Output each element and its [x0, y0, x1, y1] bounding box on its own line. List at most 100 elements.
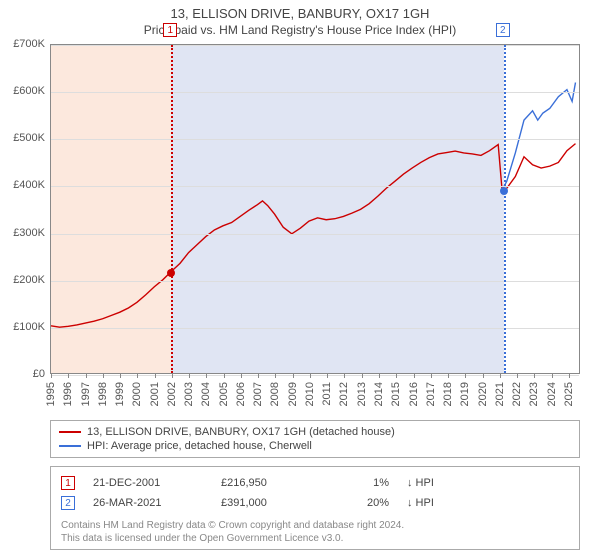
x-tick-label: 1997: [80, 382, 92, 406]
legend-label: 13, ELLISON DRIVE, BANBURY, OX17 1GH (de…: [87, 426, 395, 438]
x-tick-label: 2009: [287, 382, 299, 406]
x-tick: [189, 373, 190, 378]
x-tick: [172, 373, 173, 378]
x-tick: [517, 373, 518, 378]
y-tick-label: £400K: [13, 179, 45, 191]
x-tick-label: 2015: [390, 382, 402, 406]
x-tick-label: 1996: [62, 382, 74, 406]
marker-vline: [504, 45, 506, 373]
chart-lines: [51, 45, 579, 374]
x-tick: [569, 373, 570, 378]
legend-label: HPI: Average price, detached house, Cher…: [87, 440, 312, 452]
x-tick: [500, 373, 501, 378]
x-tick: [483, 373, 484, 378]
trade-price: £391,000: [221, 497, 311, 509]
x-tick: [344, 373, 345, 378]
x-tick: [258, 373, 259, 378]
legend-swatch: [59, 431, 81, 433]
trade-row: 1 21-DEC-2001 £216,950 1% ↓ HPI: [61, 473, 569, 493]
x-tick: [362, 373, 363, 378]
x-tick-label: 2022: [511, 382, 523, 406]
y-tick-label: £500K: [13, 132, 45, 144]
x-tick-label: 2014: [373, 382, 385, 406]
x-tick-label: 2001: [149, 382, 161, 406]
legend-box: 13, ELLISON DRIVE, BANBURY, OX17 1GH (de…: [50, 420, 580, 458]
x-tick-label: 2003: [183, 382, 195, 406]
trade-pct: 20%: [329, 497, 389, 509]
trade-marker: 1: [61, 476, 75, 490]
credit-text: Contains HM Land Registry data © Crown c…: [61, 519, 569, 545]
x-tick-label: 2018: [442, 382, 454, 406]
trade-date: 21-DEC-2001: [93, 477, 203, 489]
trade-vs: ↓ HPI: [407, 477, 457, 489]
x-tick-label: 1995: [45, 382, 57, 406]
x-tick: [120, 373, 121, 378]
x-tick: [155, 373, 156, 378]
x-tick-label: 2005: [218, 382, 230, 406]
trade-price: £216,950: [221, 477, 311, 489]
y-gridline: [51, 139, 579, 140]
y-tick-label: £100K: [13, 321, 45, 333]
x-tick: [275, 373, 276, 378]
x-tick: [206, 373, 207, 378]
x-tick-label: 2025: [563, 382, 575, 406]
x-tick-label: 2012: [338, 382, 350, 406]
x-tick-label: 2006: [235, 382, 247, 406]
x-tick: [137, 373, 138, 378]
legend-item: HPI: Average price, detached house, Cher…: [59, 439, 571, 453]
x-tick: [431, 373, 432, 378]
x-tick: [327, 373, 328, 378]
x-tick: [448, 373, 449, 378]
marker-dot: [500, 187, 508, 195]
marker-dot: [167, 269, 175, 277]
chart-plot-area: 12: [50, 44, 580, 374]
y-tick-label: £600K: [13, 85, 45, 97]
x-tick: [552, 373, 553, 378]
x-tick-label: 2021: [494, 382, 506, 406]
marker-vline: [171, 45, 173, 373]
trade-vs: ↓ HPI: [407, 497, 457, 509]
trade-marker: 2: [61, 496, 75, 510]
y-tick-label: £700K: [13, 38, 45, 50]
x-tick-label: 2008: [269, 382, 281, 406]
x-tick: [68, 373, 69, 378]
x-tick-label: 2020: [477, 382, 489, 406]
x-tick-label: 2002: [166, 382, 178, 406]
x-tick: [103, 373, 104, 378]
x-tick: [310, 373, 311, 378]
x-tick: [51, 373, 52, 378]
series-line-hpi: [502, 83, 575, 191]
x-tick: [86, 373, 87, 378]
x-tick: [534, 373, 535, 378]
x-tick-label: 2010: [304, 382, 316, 406]
y-gridline: [51, 92, 579, 93]
y-gridline: [51, 45, 579, 46]
x-tick: [396, 373, 397, 378]
x-tick: [465, 373, 466, 378]
x-tick: [414, 373, 415, 378]
x-tick: [241, 373, 242, 378]
y-tick-label: £200K: [13, 274, 45, 286]
trades-box: 121-DEC-2001£216,9501%↓ HPI226-MAR-2021£…: [50, 466, 580, 550]
trade-pct: 1%: [329, 477, 389, 489]
x-tick-label: 2017: [425, 382, 437, 406]
marker-box: 1: [163, 23, 177, 37]
y-tick-label: £0: [33, 368, 45, 380]
x-tick-label: 2007: [252, 382, 264, 406]
page-title: 13, ELLISON DRIVE, BANBURY, OX17 1GH: [0, 0, 600, 21]
y-tick-label: £300K: [13, 227, 45, 239]
x-tick-label: 1999: [114, 382, 126, 406]
x-tick: [224, 373, 225, 378]
marker-box: 2: [496, 23, 510, 37]
x-tick-label: 2011: [321, 382, 333, 406]
x-tick-label: 2000: [131, 382, 143, 406]
page-subtitle: Price paid vs. HM Land Registry's House …: [0, 23, 600, 37]
x-tick-label: 2016: [408, 382, 420, 406]
legend-swatch: [59, 445, 81, 447]
trade-row: 226-MAR-2021£391,00020%↓ HPI: [61, 493, 569, 513]
x-tick-label: 2024: [546, 382, 558, 406]
x-tick-label: 1998: [97, 382, 109, 406]
series-line-property: [51, 144, 575, 328]
x-tick-label: 2019: [459, 382, 471, 406]
x-tick: [379, 373, 380, 378]
